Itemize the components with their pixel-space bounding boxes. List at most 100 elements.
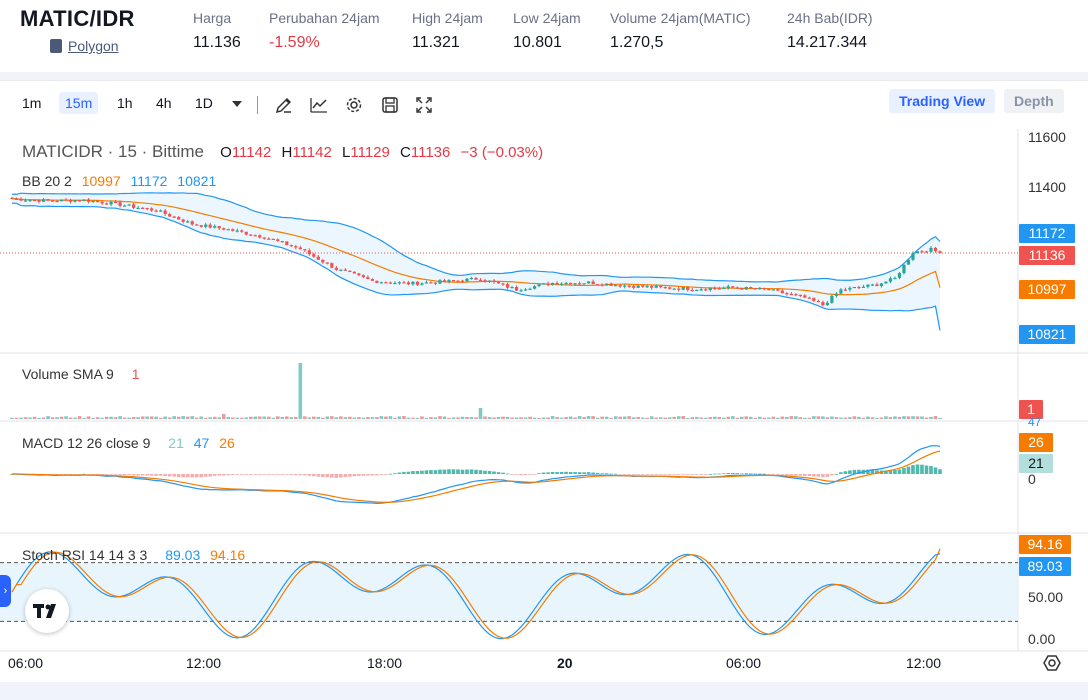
- depth-button[interactable]: Depth: [1004, 89, 1064, 113]
- interval-4h[interactable]: 4h: [156, 95, 172, 111]
- stat-value: 14.217.344: [787, 34, 868, 51]
- macd-hist-bar: [307, 474, 312, 476]
- book-icon: [50, 39, 62, 53]
- macd-hist-bar: [316, 474, 321, 477]
- macd-hist-bar: [519, 474, 523, 476]
- volume-bar: [221, 414, 226, 419]
- candle-body: [501, 283, 505, 285]
- candle-body: [708, 287, 712, 291]
- macd-hist-bar: [298, 474, 303, 476]
- volume-bar: [321, 417, 325, 419]
- volume-bar: [577, 416, 582, 419]
- candle-body: [55, 200, 59, 203]
- volume-bar: [663, 417, 668, 419]
- volume-bar: [303, 416, 307, 419]
- sidebar-toggle-button[interactable]: ›: [0, 575, 11, 607]
- volume-bar: [271, 417, 276, 419]
- volume-bar: [717, 416, 722, 419]
- volume-bar: [735, 417, 740, 419]
- volume-bar: [230, 417, 235, 419]
- macd-hist-bar: [789, 474, 794, 476]
- macd-hist-bar: [140, 474, 145, 476]
- macd-hist-bar: [753, 473, 758, 475]
- trading-view-button[interactable]: Trading View: [889, 89, 996, 113]
- candle-body: [357, 273, 361, 276]
- volume-bar: [32, 416, 37, 419]
- settings-icon[interactable]: [343, 94, 365, 116]
- candle-body: [884, 281, 888, 284]
- interval-15m[interactable]: 15m: [59, 92, 99, 114]
- candle-body: [839, 289, 843, 294]
- candle-body: [672, 288, 676, 290]
- macd-hist-bar: [640, 474, 645, 475]
- macd-hist-bar: [424, 470, 429, 474]
- macd-hist-bar: [343, 474, 348, 478]
- fullscreen-icon[interactable]: [413, 94, 435, 116]
- candle-body: [141, 207, 145, 209]
- macd-hist-bar: [77, 474, 82, 475]
- macd-hist-bar: [821, 474, 825, 478]
- bb-lower-tag: 10821: [1019, 325, 1075, 344]
- volume-bar: [938, 417, 942, 419]
- candle-body: [717, 288, 721, 290]
- macd-hist-bar: [667, 474, 672, 475]
- interval-1h[interactable]: 1h: [117, 95, 133, 111]
- macd-hist-bar: [564, 471, 568, 474]
- volume-bar: [127, 417, 131, 419]
- macd-hist-bar: [429, 470, 433, 474]
- chevron-down-icon[interactable]: [232, 101, 242, 107]
- macd-hist-bar: [352, 474, 357, 477]
- macd-hist-bar: [676, 474, 681, 475]
- volume-bar: [14, 417, 19, 419]
- volume-bar: [884, 416, 888, 419]
- macd-hist-bar: [604, 473, 609, 475]
- indicator-icon[interactable]: [308, 94, 330, 116]
- stoch-band: [0, 562, 1018, 622]
- volume-bar: [622, 416, 627, 419]
- price-chart[interactable]: [0, 129, 1088, 683]
- macd-hist-bar: [370, 474, 375, 476]
- save-icon[interactable]: [379, 94, 401, 116]
- macd-hist-bar: [460, 469, 465, 474]
- volume-bar: [343, 417, 348, 419]
- candle-body: [321, 259, 325, 263]
- volume-bar: [879, 417, 884, 419]
- tradingview-logo[interactable]: [25, 589, 69, 633]
- interval-1d[interactable]: 1D: [195, 95, 213, 111]
- volume-bar: [298, 363, 303, 419]
- candle-body: [731, 286, 735, 288]
- candle-body: [303, 249, 307, 251]
- macd-top-tag: 47: [1028, 415, 1042, 429]
- volume-bar: [478, 408, 483, 419]
- volume-bar: [460, 416, 465, 419]
- volume-bar: [586, 416, 591, 419]
- macd-hist-bar: [780, 474, 785, 475]
- coin-link[interactable]: Polygon: [50, 38, 119, 54]
- legend-symbol: MATICIDR · 15 · Bittime: [22, 142, 204, 161]
- candle-body: [749, 287, 753, 289]
- volume-bar: [194, 417, 199, 419]
- volume-value: 1: [131, 366, 140, 382]
- candle-body: [10, 197, 14, 199]
- macd-hist-bar: [397, 472, 402, 474]
- candle-body: [596, 284, 600, 286]
- candle-body: [393, 282, 397, 285]
- candle-body: [600, 284, 604, 286]
- volume-bar: [334, 417, 339, 419]
- pencil-icon[interactable]: [273, 94, 295, 116]
- chart-settings-icon[interactable]: [1041, 652, 1063, 674]
- candle-body: [582, 283, 586, 285]
- stat-label: High 24jam: [412, 10, 483, 26]
- candle-body: [420, 283, 424, 285]
- volume-bar: [681, 416, 686, 419]
- bb-lower-line: [11, 202, 941, 331]
- interval-1m[interactable]: 1m: [22, 95, 42, 111]
- stat-value: 10.801: [513, 34, 562, 51]
- volume-bar: [312, 416, 316, 419]
- candle-body: [447, 280, 451, 282]
- volume-bar: [496, 416, 501, 419]
- volume-bar: [226, 416, 231, 419]
- macd-hist-bar: [447, 469, 451, 474]
- macd-hist-bar: [375, 474, 379, 476]
- volume-bar: [23, 417, 28, 419]
